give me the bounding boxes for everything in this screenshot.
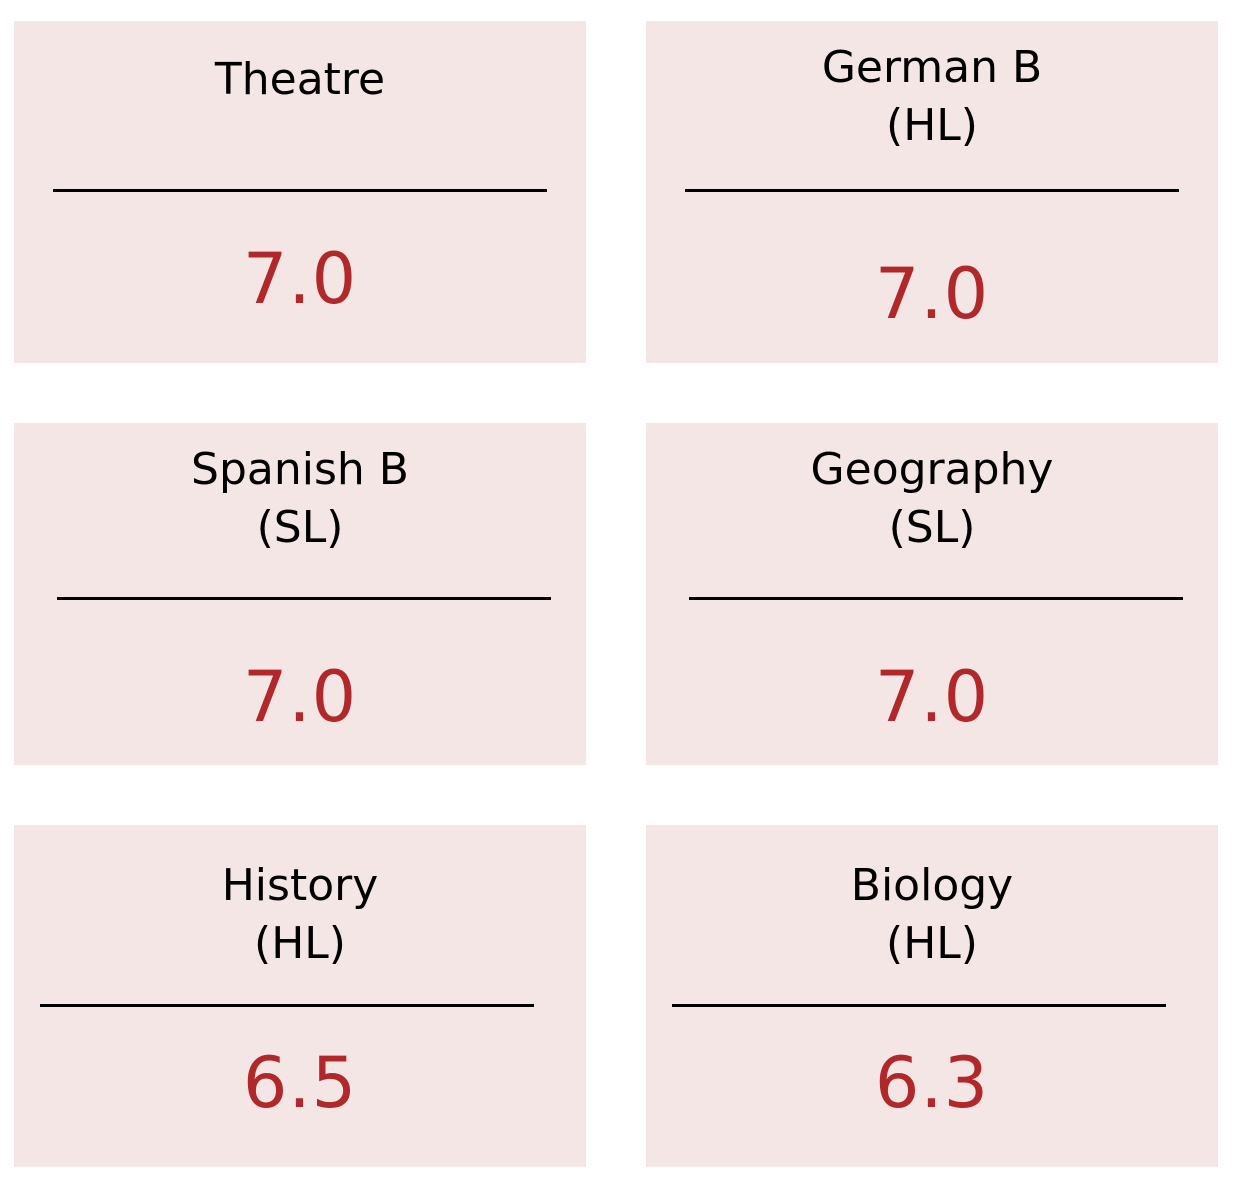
score-card-spanish-b: Spanish B (SL) 7.0 (14, 423, 586, 765)
subject-name: Biology (850, 860, 1014, 911)
subject-name: History (221, 860, 379, 911)
score-card-history: History (HL) 6.5 (14, 825, 586, 1167)
score-card-geography: Geography (SL) 7.0 (646, 423, 1218, 765)
score-card-biology: Biology (HL) 6.3 (646, 825, 1218, 1167)
score-value: 6.3 (874, 1042, 990, 1124)
score-value: 7.0 (242, 238, 358, 320)
divider (689, 597, 1183, 600)
score-value: 6.5 (242, 1042, 358, 1124)
subject-name: German B (821, 42, 1043, 93)
score-value: 7.0 (242, 656, 358, 738)
subject-level: (SL) (888, 502, 976, 553)
score-card-theatre: Theatre 7.0 (14, 21, 586, 363)
divider (672, 1004, 1166, 1007)
divider (57, 597, 551, 600)
subject-name: Spanish B (191, 444, 409, 495)
score-card-german-b: German B (HL) 7.0 (646, 21, 1218, 363)
subject-level: (SL) (256, 502, 344, 553)
divider (53, 189, 547, 192)
divider (685, 189, 1179, 192)
subject-name: Geography (810, 444, 1054, 495)
subject-level: (HL) (254, 918, 346, 969)
divider (40, 1004, 534, 1007)
subject-name: Theatre (214, 54, 386, 105)
subject-level: (HL) (886, 918, 978, 969)
score-value: 7.0 (874, 656, 990, 738)
subject-level: (HL) (886, 100, 978, 151)
score-value: 7.0 (874, 253, 990, 335)
